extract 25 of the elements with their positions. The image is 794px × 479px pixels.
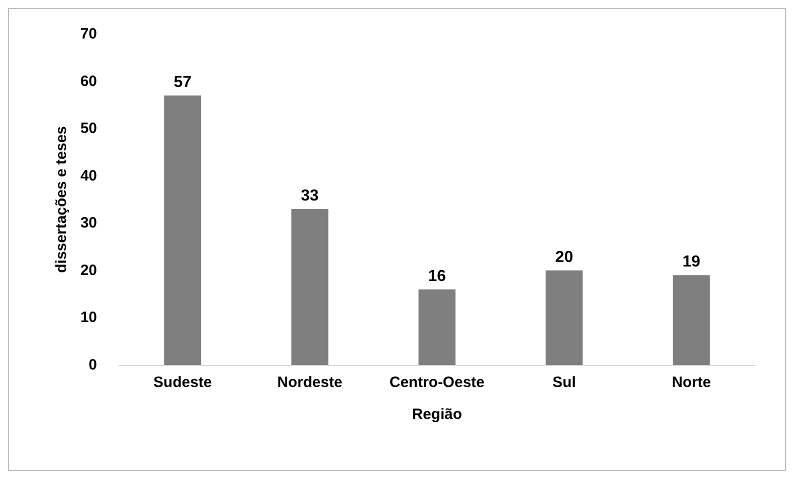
data-label: 33 <box>300 187 319 204</box>
bar <box>418 289 456 365</box>
data-label: 20 <box>555 248 574 266</box>
y-tick-label: 10 <box>80 309 97 326</box>
bar <box>291 208 328 365</box>
bar <box>164 95 202 365</box>
data-label: 57 <box>174 74 192 91</box>
y-tick-label: 0 <box>88 356 97 374</box>
data-label: 19 <box>682 254 700 271</box>
x-tick-label: Sul <box>552 374 576 391</box>
y-tick-label: 70 <box>80 26 97 42</box>
y-tick-label: 60 <box>80 72 97 90</box>
y-tick-label: 20 <box>80 262 97 279</box>
x-tick-label: Sudeste <box>153 374 212 391</box>
y-tick-label: 50 <box>80 120 97 138</box>
x-tick-label: Nordeste <box>277 374 342 391</box>
y-tick-label: 40 <box>80 167 97 184</box>
x-axis-title: Região <box>412 406 462 423</box>
y-tick-label: 30 <box>80 214 97 232</box>
x-tick-label: Norte <box>672 374 711 391</box>
data-label: 16 <box>428 268 446 285</box>
bar <box>672 275 710 365</box>
x-tick-label: Centro-Oeste <box>389 374 485 391</box>
y-axis-title: dissertações e teses <box>53 126 70 273</box>
bar <box>546 270 583 365</box>
